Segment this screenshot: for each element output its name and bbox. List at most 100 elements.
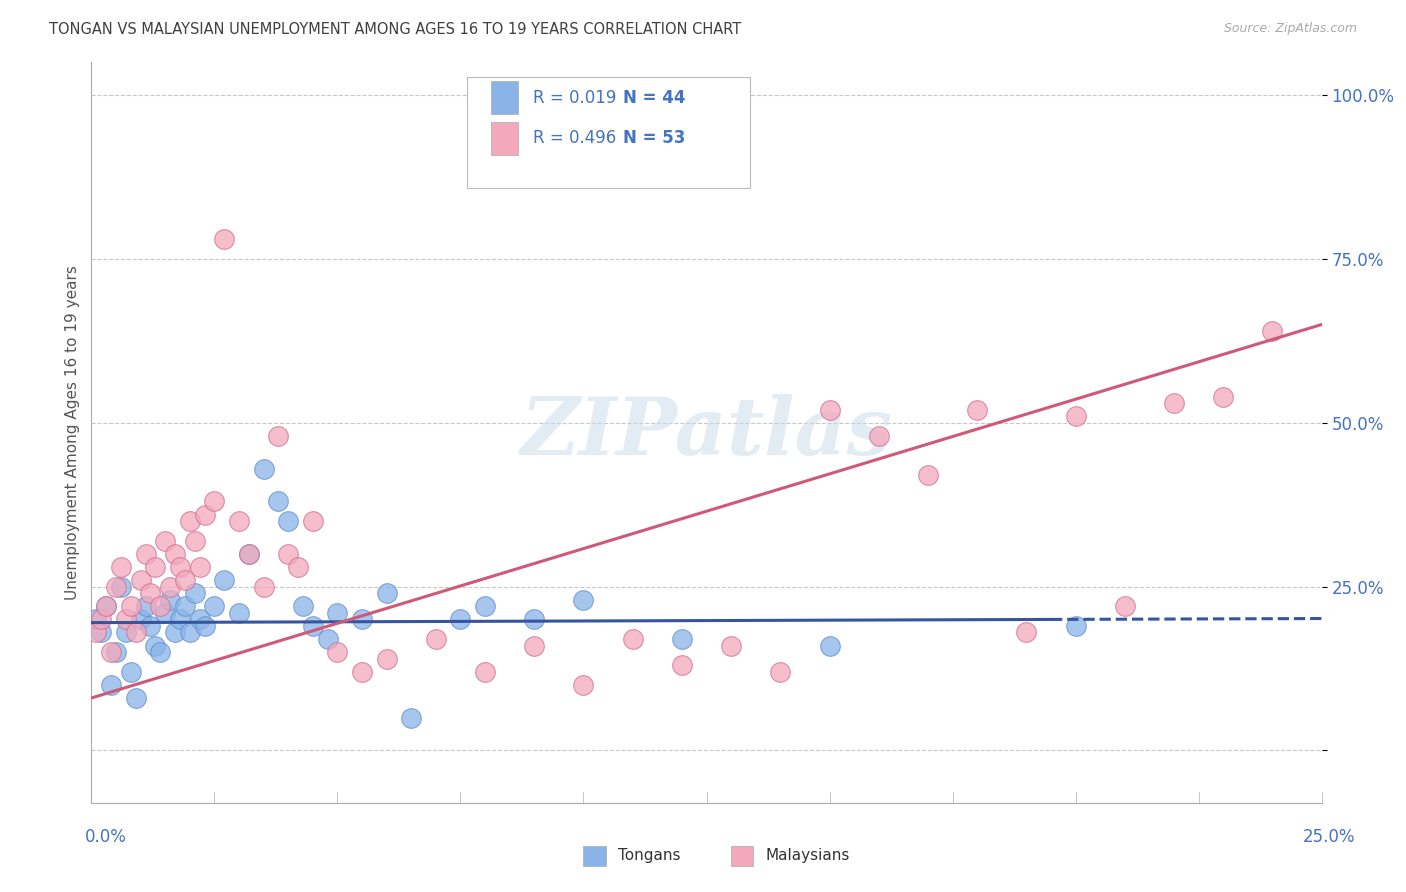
Point	[159, 580, 181, 594]
Point	[193, 619, 217, 633]
Point	[572, 592, 595, 607]
Point	[818, 402, 841, 417]
Point	[523, 612, 546, 626]
Point	[105, 580, 127, 594]
Point	[277, 547, 299, 561]
Point	[671, 632, 693, 646]
Point	[720, 639, 742, 653]
Point	[90, 612, 112, 626]
Point	[818, 639, 841, 653]
Point	[375, 586, 398, 600]
Point	[96, 599, 117, 614]
Point	[193, 508, 217, 522]
Point	[124, 690, 146, 705]
Point	[135, 599, 156, 614]
Point	[124, 625, 146, 640]
Point	[179, 625, 201, 640]
Text: Malaysians: Malaysians	[765, 848, 851, 863]
Point	[149, 599, 172, 614]
Point	[287, 560, 309, 574]
Point	[449, 612, 471, 626]
Point	[86, 625, 108, 640]
Point	[169, 612, 191, 626]
Point	[277, 514, 299, 528]
Point	[153, 533, 177, 548]
Point	[110, 560, 132, 574]
Point	[114, 612, 138, 626]
Point	[228, 514, 250, 528]
Text: R = 0.496: R = 0.496	[533, 129, 616, 147]
Point	[1163, 396, 1185, 410]
Point	[90, 625, 112, 640]
Point	[110, 580, 132, 594]
Text: Tongans: Tongans	[617, 848, 681, 863]
Point	[145, 639, 166, 653]
Point	[474, 665, 496, 679]
Point	[425, 632, 447, 646]
Point	[1212, 390, 1234, 404]
Point	[352, 665, 374, 679]
Point	[1064, 619, 1087, 633]
Point	[301, 619, 323, 633]
Point	[153, 606, 177, 620]
Point	[174, 573, 197, 587]
Point	[188, 560, 211, 574]
FancyBboxPatch shape	[731, 846, 754, 866]
Point	[917, 468, 939, 483]
Text: ZIPatlas: ZIPatlas	[520, 394, 893, 471]
Point	[114, 625, 138, 640]
Text: N = 44: N = 44	[623, 88, 685, 107]
Text: 0.0%: 0.0%	[84, 828, 127, 846]
Point	[966, 402, 988, 417]
Point	[1114, 599, 1136, 614]
Point	[129, 612, 152, 626]
FancyBboxPatch shape	[467, 78, 749, 188]
Point	[572, 678, 595, 692]
Point	[159, 592, 181, 607]
Point	[1261, 324, 1284, 338]
Point	[105, 645, 127, 659]
Point	[183, 533, 207, 548]
Point	[671, 658, 693, 673]
Point	[1015, 625, 1038, 640]
Point	[212, 573, 235, 587]
Point	[621, 632, 644, 646]
Point	[253, 580, 276, 594]
Point	[375, 651, 398, 665]
Point	[301, 514, 323, 528]
Text: R = 0.019: R = 0.019	[533, 88, 616, 107]
Point	[1064, 409, 1087, 424]
Point	[228, 606, 250, 620]
Point	[149, 645, 172, 659]
Point	[188, 612, 211, 626]
Point	[291, 599, 314, 614]
Point	[100, 645, 122, 659]
Point	[183, 586, 207, 600]
Point	[267, 494, 290, 508]
Point	[139, 586, 162, 600]
Point	[202, 494, 225, 508]
Text: N = 53: N = 53	[623, 129, 685, 147]
Text: Source: ZipAtlas.com: Source: ZipAtlas.com	[1223, 22, 1357, 36]
Point	[100, 678, 122, 692]
Point	[120, 665, 142, 679]
Point	[352, 612, 374, 626]
Point	[868, 429, 890, 443]
Point	[169, 560, 191, 574]
Point	[399, 711, 422, 725]
Point	[179, 514, 201, 528]
Point	[96, 599, 117, 614]
Point	[238, 547, 260, 561]
Point	[212, 232, 235, 246]
Text: TONGAN VS MALAYSIAN UNEMPLOYMENT AMONG AGES 16 TO 19 YEARS CORRELATION CHART: TONGAN VS MALAYSIAN UNEMPLOYMENT AMONG A…	[49, 22, 741, 37]
Point	[139, 619, 162, 633]
Point	[163, 625, 186, 640]
Point	[174, 599, 197, 614]
FancyBboxPatch shape	[491, 81, 519, 114]
Point	[86, 612, 108, 626]
FancyBboxPatch shape	[491, 121, 519, 155]
Point	[316, 632, 339, 646]
Text: 25.0%: 25.0%	[1302, 828, 1355, 846]
Point	[769, 665, 792, 679]
FancyBboxPatch shape	[583, 846, 606, 866]
